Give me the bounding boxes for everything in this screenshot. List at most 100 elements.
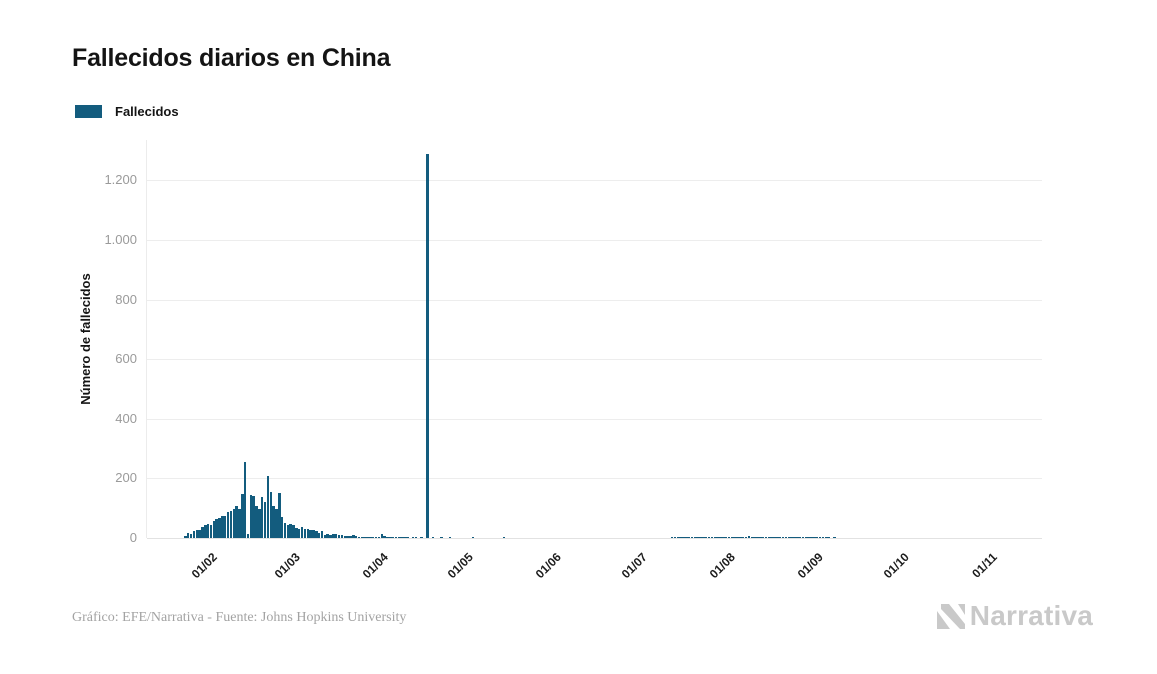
bar[interactable] (793, 537, 796, 538)
bar[interactable] (297, 528, 301, 538)
bar[interactable] (260, 497, 264, 538)
bar[interactable] (377, 536, 381, 538)
bar[interactable] (756, 537, 759, 538)
bar[interactable] (283, 522, 287, 538)
bar[interactable] (266, 476, 270, 538)
bar[interactable] (670, 537, 674, 538)
bar[interactable] (716, 537, 719, 538)
bar[interactable] (702, 537, 705, 538)
bar[interactable] (741, 536, 745, 538)
bar[interactable] (201, 526, 204, 538)
bar[interactable] (275, 509, 278, 538)
bar[interactable] (192, 530, 196, 538)
bar[interactable] (801, 537, 805, 538)
bar[interactable] (682, 537, 685, 538)
bar[interactable] (736, 537, 739, 538)
bar[interactable] (790, 537, 793, 538)
bar[interactable] (813, 537, 816, 538)
bar[interactable] (764, 537, 768, 538)
bar[interactable] (676, 537, 679, 538)
bar[interactable] (687, 537, 691, 538)
bar[interactable] (397, 537, 401, 538)
bar[interactable] (759, 536, 762, 538)
bar[interactable] (707, 536, 711, 538)
bar[interactable] (289, 523, 292, 538)
bar[interactable] (386, 536, 389, 538)
bar[interactable] (781, 537, 785, 538)
bar[interactable] (767, 537, 771, 538)
bar[interactable] (807, 537, 810, 538)
bar[interactable] (400, 537, 403, 538)
bar[interactable] (371, 537, 375, 538)
bar[interactable] (420, 537, 423, 538)
bar[interactable] (471, 537, 475, 538)
bar[interactable] (431, 537, 435, 538)
legend-item-fallecidos[interactable]: Fallecidos (75, 104, 179, 119)
bar[interactable] (295, 527, 298, 538)
bar[interactable] (272, 505, 275, 538)
bar[interactable] (269, 491, 273, 538)
bar[interactable] (389, 536, 392, 538)
bar[interactable] (815, 537, 819, 538)
bar[interactable] (719, 537, 722, 538)
bar[interactable] (403, 537, 406, 538)
bar[interactable] (309, 529, 312, 538)
bar[interactable] (312, 529, 315, 538)
bar[interactable] (821, 537, 825, 538)
bar[interactable] (440, 537, 443, 538)
bar[interactable] (195, 530, 199, 538)
bar[interactable] (306, 529, 310, 538)
bar[interactable] (278, 493, 281, 538)
bar[interactable] (699, 537, 702, 538)
bar[interactable] (710, 537, 714, 538)
bar[interactable] (206, 524, 210, 538)
bar[interactable] (502, 537, 506, 538)
bar[interactable] (753, 537, 756, 538)
bar[interactable] (730, 536, 734, 538)
bar[interactable] (334, 534, 338, 538)
bar[interactable] (349, 536, 352, 538)
bar[interactable] (733, 537, 736, 538)
bar[interactable] (340, 534, 344, 538)
bar[interactable] (744, 537, 748, 538)
bar[interactable] (798, 537, 802, 538)
bar[interactable] (784, 537, 788, 538)
bar[interactable] (724, 537, 728, 538)
bar[interactable] (833, 537, 836, 538)
bar[interactable] (796, 537, 799, 538)
bar[interactable] (414, 537, 418, 538)
bar[interactable] (226, 512, 230, 538)
bar[interactable] (186, 533, 190, 538)
bar[interactable] (320, 531, 324, 538)
bar[interactable] (215, 518, 218, 538)
bar[interactable] (184, 535, 187, 538)
bar[interactable] (317, 532, 321, 538)
bar[interactable] (824, 537, 827, 538)
bar[interactable] (258, 508, 261, 538)
bar[interactable] (243, 462, 247, 538)
bar[interactable] (221, 516, 224, 538)
bar[interactable] (448, 537, 452, 538)
bar[interactable] (704, 537, 708, 538)
bar[interactable] (747, 536, 751, 538)
bar[interactable] (354, 535, 358, 538)
bar[interactable] (685, 537, 688, 538)
bar[interactable] (292, 525, 295, 538)
bar[interactable] (827, 537, 830, 538)
bar[interactable] (787, 537, 790, 538)
bar[interactable] (238, 509, 241, 538)
bar[interactable] (406, 537, 409, 538)
bar[interactable] (383, 536, 386, 538)
bar[interactable] (332, 533, 335, 538)
bar[interactable] (380, 534, 384, 538)
bar[interactable] (329, 535, 332, 538)
bar[interactable] (218, 518, 221, 538)
bar[interactable] (369, 536, 372, 538)
bar[interactable] (280, 516, 284, 538)
bar[interactable] (189, 533, 193, 538)
bar[interactable] (363, 536, 366, 538)
bar[interactable] (713, 537, 716, 538)
bar[interactable] (235, 505, 238, 538)
bar[interactable] (804, 537, 808, 538)
bar[interactable] (374, 537, 378, 538)
